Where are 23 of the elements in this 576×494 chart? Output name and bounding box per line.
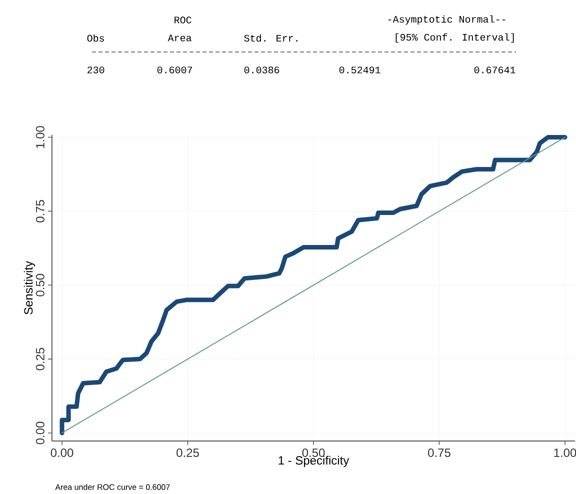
x-tick-label: 0.50: [302, 448, 325, 457]
x-axis-title: 1 - Specificity: [278, 456, 350, 468]
text: 230: [88, 66, 104, 74]
text: Area: [168, 34, 192, 42]
text: Area under ROC curve = 0.6007: [55, 484, 170, 490]
y-tick-label: 0.50: [36, 274, 44, 296]
x-tick-label: 0.25: [176, 448, 199, 457]
text: [95% Conf. Interval]: [396, 33, 514, 43]
text: Obs: [87, 34, 104, 42]
text: ROC: [174, 16, 192, 24]
y-tick-label: 1.00: [36, 126, 44, 148]
text: 0.52491: [339, 66, 380, 74]
x-tick-label: 0.00: [50, 448, 74, 457]
text: 0.6007: [157, 66, 192, 74]
x-tick-label: 0.75: [428, 448, 450, 457]
y-tick-label: 0.75: [36, 200, 44, 222]
x-tick-label: 1.00: [554, 448, 576, 457]
y-axis-title: Sensitivity: [24, 260, 36, 314]
text: 0.67641: [474, 66, 516, 74]
text: -Asymptotic Normal--: [388, 15, 506, 25]
text: 0.0386: [244, 66, 280, 74]
y-tick-label: 0.25: [36, 348, 44, 370]
text: Std. Err.: [244, 34, 298, 42]
